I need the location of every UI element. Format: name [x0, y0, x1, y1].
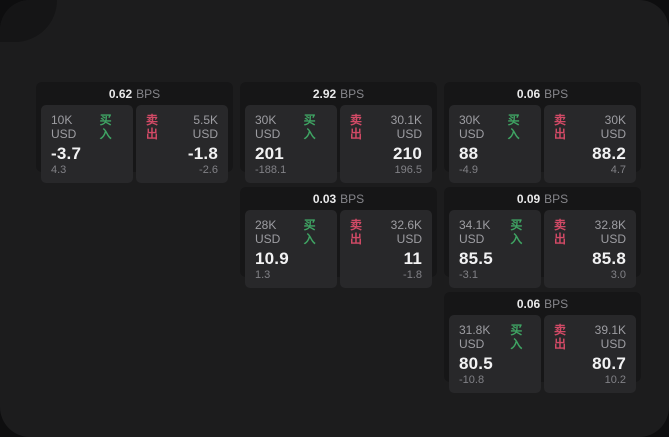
buy-panel[interactable]: 34.1K USD 买入 85.5 -3.1: [449, 210, 541, 288]
buy-side-label: 买入: [303, 113, 316, 141]
buy-side-label: 买入: [510, 323, 523, 351]
buy-price: -3.7: [51, 144, 82, 163]
sell-side-label: 卖出: [554, 113, 567, 141]
sell-price: -1.8: [187, 144, 218, 163]
buy-panel[interactable]: 30K USD 买入 201 -188.1: [245, 105, 337, 183]
sell-side-label: 卖出: [554, 323, 567, 351]
sell-amount: 30.1K USD: [390, 113, 422, 141]
quote-card: 0.03 BPS 28K USD 买入 10.9 1.3 卖出 32.6K US…: [240, 187, 437, 288]
buy-side-label: 买入: [507, 113, 520, 141]
bps-unit-label: BPS: [340, 86, 365, 101]
sell-amount: 32.6K USD: [390, 218, 422, 246]
buy-delta: 1.3: [255, 269, 271, 281]
buy-delta: -3.1: [459, 269, 478, 281]
buy-side-label: 买入: [510, 218, 523, 246]
sell-delta: -1.8: [403, 269, 422, 281]
card-panels: 10K USD 买入 -3.7 4.3 卖出 5.5K USD -1.8 -2.…: [36, 105, 233, 188]
buy-price: 88: [459, 144, 479, 163]
card-panels: 30K USD 买入 201 -188.1 卖出 30.1K USD 210 1…: [240, 105, 437, 188]
card-panels: 28K USD 买入 10.9 1.3 卖出 32.6K USD 11 -1.8: [240, 210, 437, 293]
bps-value: 0.62: [108, 86, 133, 101]
sell-side-label: 卖出: [350, 218, 363, 246]
card-header: 0.06 BPS: [444, 82, 641, 105]
quote-card: 0.06 BPS 30K USD 买入 88 -4.9 卖出 30K USD 8…: [444, 82, 641, 183]
sell-amount: 39.1K USD: [594, 323, 626, 351]
card-panels: 34.1K USD 买入 85.5 -3.1 卖出 32.8K USD 85.8…: [444, 210, 641, 293]
sell-side-label: 卖出: [146, 113, 159, 141]
sell-price: 210: [393, 144, 422, 163]
sell-price: 11: [403, 249, 422, 268]
sell-delta: 3.0: [610, 269, 626, 281]
sell-price: 85.8: [592, 249, 626, 268]
sell-side-label: 卖出: [554, 218, 567, 246]
buy-delta: -188.1: [255, 164, 287, 176]
bps-value: 0.06: [516, 296, 541, 311]
sell-price: 88.2: [592, 144, 626, 163]
bps-value: 0.09: [516, 191, 541, 206]
buy-panel[interactable]: 30K USD 买入 88 -4.9: [449, 105, 541, 183]
buy-panel[interactable]: 10K USD 买入 -3.7 4.3: [41, 105, 133, 183]
corner-overlay: [0, 0, 57, 42]
sell-panel[interactable]: 卖出 32.8K USD 85.8 3.0: [544, 210, 636, 288]
bps-value: 2.92: [312, 86, 337, 101]
sell-amount: 5.5K USD: [192, 113, 218, 141]
sell-panel[interactable]: 卖出 5.5K USD -1.8 -2.6: [136, 105, 228, 183]
sell-amount: 30K USD: [600, 113, 626, 141]
bps-unit-label: BPS: [544, 191, 569, 206]
buy-delta: 4.3: [51, 164, 67, 176]
bps-value: 0.06: [516, 86, 541, 101]
quote-card: 0.06 BPS 31.8K USD 买入 80.5 -10.8 卖出 39.1…: [444, 292, 641, 393]
card-header: 0.09 BPS: [444, 187, 641, 210]
card-header: 0.03 BPS: [240, 187, 437, 210]
sell-delta: -2.6: [199, 164, 218, 176]
bps-unit-label: BPS: [340, 191, 365, 206]
sell-amount: 32.8K USD: [594, 218, 626, 246]
card-panels: 30K USD 买入 88 -4.9 卖出 30K USD 88.2 4.7: [444, 105, 641, 188]
buy-amount: 34.1K USD: [459, 218, 491, 246]
bps-unit-label: BPS: [544, 86, 569, 101]
card-header: 2.92 BPS: [240, 82, 437, 105]
sell-panel[interactable]: 卖出 32.6K USD 11 -1.8: [340, 210, 432, 288]
card-panels: 31.8K USD 买入 80.5 -10.8 卖出 39.1K USD 80.…: [444, 315, 641, 398]
sell-delta: 4.7: [610, 164, 626, 176]
bps-unit-label: BPS: [544, 296, 569, 311]
buy-panel[interactable]: 31.8K USD 买入 80.5 -10.8: [449, 315, 541, 393]
sell-panel[interactable]: 卖出 39.1K USD 80.7 10.2: [544, 315, 636, 393]
sell-price: 80.7: [592, 354, 626, 373]
sell-side-label: 卖出: [350, 113, 363, 141]
bps-unit-label: BPS: [136, 86, 161, 101]
buy-amount: 28K USD: [255, 218, 281, 246]
buy-amount: 31.8K USD: [459, 323, 491, 351]
buy-price: 201: [255, 144, 284, 163]
buy-amount: 30K USD: [459, 113, 485, 141]
buy-price: 85.5: [459, 249, 493, 268]
quotes-grid: 0.62 BPS 10K USD 买入 -3.7 4.3 卖出 5.5K USD…: [36, 82, 641, 393]
buy-panel[interactable]: 28K USD 买入 10.9 1.3: [245, 210, 337, 288]
quote-card: 0.09 BPS 34.1K USD 买入 85.5 -3.1 卖出 32.8K…: [444, 187, 641, 288]
quote-card: 0.62 BPS 10K USD 买入 -3.7 4.3 卖出 5.5K USD…: [36, 82, 233, 183]
card-header: 0.62 BPS: [36, 82, 233, 105]
buy-delta: -10.8: [459, 374, 485, 386]
buy-amount: 10K USD: [51, 113, 77, 141]
quote-card: 2.92 BPS 30K USD 买入 201 -188.1 卖出 30.1K …: [240, 82, 437, 183]
sell-panel[interactable]: 卖出 30.1K USD 210 196.5: [340, 105, 432, 183]
buy-amount: 30K USD: [255, 113, 281, 141]
buy-price: 80.5: [459, 354, 493, 373]
buy-price: 10.9: [255, 249, 289, 268]
buy-side-label: 买入: [303, 218, 316, 246]
sell-panel[interactable]: 卖出 30K USD 88.2 4.7: [544, 105, 636, 183]
sell-delta: 196.5: [394, 164, 422, 176]
card-header: 0.06 BPS: [444, 292, 641, 315]
bps-value: 0.03: [312, 191, 337, 206]
sell-delta: 10.2: [604, 374, 626, 386]
buy-side-label: 买入: [99, 113, 112, 141]
buy-delta: -4.9: [459, 164, 478, 176]
